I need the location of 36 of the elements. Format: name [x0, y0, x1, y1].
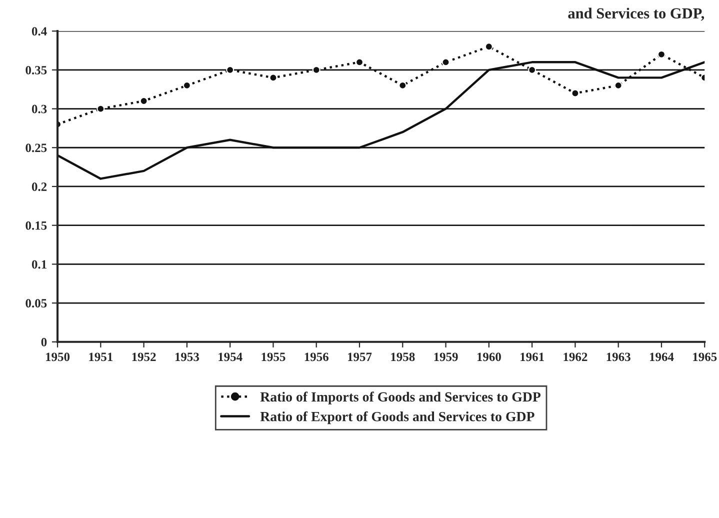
x-tick-label: 1956 — [304, 352, 328, 362]
x-tick-label: 1957 — [348, 352, 372, 362]
y-tick-label: 0.2 — [32, 182, 47, 191]
y-tick-label: 0.25 — [26, 144, 47, 152]
x-tick-label: 1959 — [434, 352, 458, 362]
x-tick-label: 1964 — [650, 352, 674, 362]
x-tick-label: 1955 — [262, 352, 286, 362]
x-tick-label: 1961 — [520, 352, 544, 362]
point — [571, 89, 580, 98]
x-tick-label: 1965 — [693, 352, 717, 362]
point — [484, 42, 493, 51]
x-tick-label: 1952 — [132, 352, 156, 362]
x-tick-label: 1954 — [218, 352, 242, 362]
x-tick-label: 1951 — [89, 352, 113, 362]
y-tick-label: 0.05 — [26, 299, 47, 308]
x-tick-label: 1953 — [175, 352, 200, 362]
x-tick-label: 1960 — [477, 352, 501, 362]
chart-title: and Services to GDP, — [568, 8, 704, 21]
x-tick-label: 1963 — [606, 352, 630, 362]
x-tick-label: 1950 — [46, 352, 70, 362]
y-tick-label: 0.35 — [26, 66, 47, 74]
y-tick-label: 0.15 — [26, 221, 47, 230]
point — [614, 81, 622, 90]
x-tick-label: 1962 — [564, 352, 588, 362]
y-tick-label: 0.3 — [32, 104, 47, 114]
y-tick-label: 0 — [41, 338, 47, 346]
legend-label: Ratio of Imports of Goods and Services to GDP — [260, 392, 541, 404]
x-tick-label: 1958 — [391, 352, 415, 362]
point — [356, 58, 364, 66]
legend-label: Ratio of Export of Goods and Services to GDP — [260, 411, 534, 424]
point — [442, 58, 450, 66]
point — [140, 97, 148, 105]
y-tick-label: 0.4 — [32, 27, 47, 36]
y-tick-label: 0.1 — [32, 260, 46, 269]
point — [96, 104, 105, 113]
point — [269, 74, 278, 82]
